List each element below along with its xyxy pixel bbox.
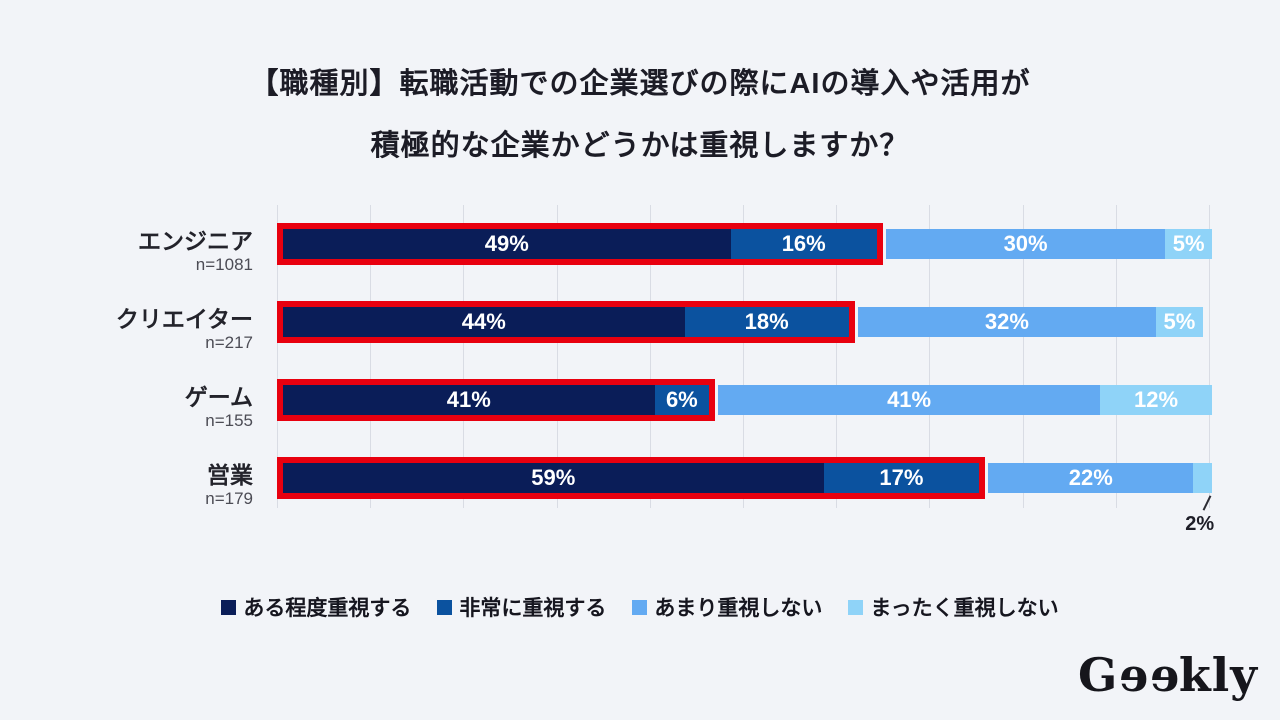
bar-segment-value: 41%: [887, 387, 932, 412]
legend-label: ある程度重視する: [243, 597, 412, 620]
bar-track: 41% 6% 41% 12%: [277, 379, 1212, 421]
bar-segment: 5%: [1165, 229, 1212, 259]
logo-letter: l: [1211, 648, 1231, 702]
legend-item: あまり重視しない: [632, 592, 822, 622]
legend-item: 非常に重視する: [437, 592, 606, 622]
sample-size-label: n=155: [205, 410, 253, 430]
bar-segment: 41%: [718, 385, 1101, 415]
gridline: [556, 205, 558, 508]
bar-segment-value: 32%: [984, 309, 1029, 334]
bar-segment-value: 18%: [744, 309, 789, 334]
bar-segment: 16%: [730, 229, 877, 259]
category-label: エンジニア: [138, 227, 253, 254]
chart-title-line1: 【職種別】転職活動での企業選びの際にAIの導入や活用が: [249, 68, 1031, 101]
logo-letter: G: [1078, 648, 1119, 702]
logo-letter: y: [1230, 648, 1258, 702]
callout-line: [1202, 495, 1212, 511]
bar-segment: 5%: [1156, 307, 1203, 337]
bar-segment-value: 41%: [446, 387, 491, 412]
bar-segment-value: 17%: [879, 465, 924, 490]
gridline: [649, 205, 651, 508]
category-label: クリエイター: [115, 305, 253, 332]
gridline: [836, 205, 838, 508]
bar-segment: 41%: [283, 385, 655, 415]
bar-segment-value: 5%: [1172, 231, 1205, 256]
callout-value-label: 2%: [1185, 513, 1215, 535]
bar-segment-value: 12%: [1134, 387, 1179, 412]
legend-label: あまり重視しない: [654, 597, 823, 620]
gridline: [463, 205, 465, 508]
logo-mirrored-e: e: [1118, 648, 1149, 702]
bar-segment: 17%: [823, 463, 980, 493]
row-label-block: 営業 n=179: [0, 462, 277, 509]
bar-segment-value: 44%: [461, 309, 506, 334]
legend: ある程度重視する 非常に重視する あまり重視しない まったく重視しない: [0, 592, 1280, 622]
sample-size-label: n=179: [205, 488, 253, 508]
sample-size-label: n=217: [205, 332, 253, 352]
chart-row: クリエイター n=217 44% 18% 32% 5%: [0, 283, 1280, 361]
gridlines: [277, 205, 1210, 508]
geekly-logo: Geekly: [1078, 648, 1258, 702]
bar-segment: 18%: [684, 307, 849, 337]
legend-swatch: [848, 599, 864, 615]
gridline: [1022, 205, 1024, 508]
gridline: [277, 205, 278, 508]
chart-rows: エンジニア n=1081 49% 16% 30% 5% クリエイター n=217 44% 18% 3…: [0, 205, 1280, 535]
category-label: ゲーム: [184, 383, 253, 410]
chart-row: 営業 n=179 59% 17% 22% 2%: [0, 439, 1280, 535]
legend-label: まったく重視しない: [870, 597, 1059, 620]
gridline: [743, 205, 744, 508]
legend-label: 非常に重視する: [459, 597, 607, 620]
chart-title: 【職種別】転職活動での企業選びの際にAIの導入や活用が 積極的な企業かどうかは重…: [0, 53, 1280, 177]
gridline: [929, 205, 931, 508]
bar-segment: 22%: [988, 463, 1194, 493]
highlight-outline: 59% 17%: [277, 457, 986, 499]
legend-swatch: [221, 599, 237, 615]
bar-segment-value: 59%: [531, 465, 576, 490]
gridline: [1209, 205, 1210, 508]
row-label-block: クリエイター n=217: [0, 306, 277, 353]
legend-item: ある程度重視する: [221, 592, 411, 622]
stacked-bar-chart: エンジニア n=1081 49% 16% 30% 5% クリエイター n=217 44% 18% 3…: [0, 205, 1280, 535]
highlight-outline: 44% 18%: [277, 301, 855, 343]
gridline: [370, 205, 372, 508]
bar-segment: 30%: [885, 229, 1166, 259]
logo-mirrored-e: e: [1148, 648, 1179, 702]
highlight-outline: 49% 16%: [277, 223, 883, 265]
sample-size-label: n=1081: [195, 254, 253, 274]
bar-segment: 49%: [283, 229, 731, 259]
highlight-outline: 41% 6%: [277, 379, 716, 421]
bar-segment: 59%: [283, 463, 824, 493]
bar-segment-value: 6%: [665, 387, 698, 412]
bar-segment-value: 5%: [1163, 309, 1196, 334]
bar-segment: 12%: [1100, 385, 1212, 415]
bar-segment-value: 16%: [781, 231, 826, 256]
chart-row: エンジニア n=1081 49% 16% 30% 5%: [0, 205, 1280, 283]
bar-segment: [1193, 463, 1212, 493]
bar-segment: 32%: [857, 307, 1157, 337]
bar-segment-value: 22%: [1068, 465, 1113, 490]
category-label: 営業: [207, 461, 253, 488]
row-label-block: エンジニア n=1081: [0, 228, 277, 275]
bar-track: 59% 17% 22% 2%: [277, 457, 1214, 535]
chart-title-line2: 積極的な企業かどうかは重視しますか？: [370, 130, 910, 163]
bar-track: 44% 18% 32% 5%: [277, 301, 1209, 343]
bar-segment: 44%: [283, 307, 685, 337]
bar-segment-value: 49%: [484, 231, 529, 256]
chart-row: ゲーム n=155 41% 6% 41% 12%: [0, 361, 1280, 439]
bar-segment: 6%: [654, 385, 710, 415]
bar-track: 49% 16% 30% 5%: [277, 223, 1212, 265]
logo-letter: k: [1178, 648, 1212, 702]
legend-swatch: [437, 599, 453, 615]
legend-item: まったく重視しない: [848, 592, 1059, 622]
row-label-block: ゲーム n=155: [0, 384, 277, 431]
bar-segment-value: 30%: [1003, 231, 1048, 256]
gridline: [1115, 205, 1117, 508]
legend-swatch: [632, 599, 648, 615]
